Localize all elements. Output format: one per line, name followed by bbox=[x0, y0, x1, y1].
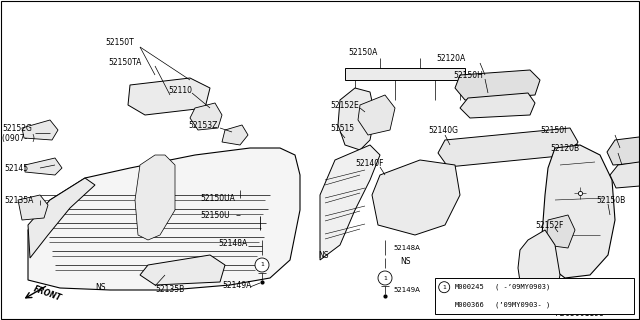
Polygon shape bbox=[320, 145, 380, 260]
Bar bbox=[435, 278, 634, 314]
Text: M000366: M000366 bbox=[455, 302, 485, 308]
Text: 52145: 52145 bbox=[4, 164, 28, 172]
Polygon shape bbox=[455, 70, 540, 100]
Polygon shape bbox=[358, 95, 395, 135]
Text: (0907-  ): (0907- ) bbox=[2, 133, 35, 142]
Text: NS: NS bbox=[400, 258, 410, 267]
Text: FRONT: FRONT bbox=[32, 285, 63, 303]
Bar bbox=[240, 188, 280, 216]
Text: 52150TA: 52150TA bbox=[108, 58, 141, 67]
Polygon shape bbox=[438, 128, 578, 167]
Polygon shape bbox=[518, 230, 560, 305]
Text: 52110: 52110 bbox=[168, 85, 192, 94]
Polygon shape bbox=[18, 195, 48, 220]
Text: ( -’09MY0903): ( -’09MY0903) bbox=[495, 284, 550, 291]
Polygon shape bbox=[338, 88, 375, 150]
Bar bbox=[345, 68, 465, 80]
Text: 52148A: 52148A bbox=[393, 245, 420, 251]
Polygon shape bbox=[610, 160, 640, 188]
Text: 52135B: 52135B bbox=[155, 284, 184, 293]
Text: 52150T: 52150T bbox=[105, 37, 134, 46]
Text: 52152G: 52152G bbox=[2, 124, 32, 132]
Text: NS: NS bbox=[95, 284, 106, 292]
Text: 52150A: 52150A bbox=[348, 47, 378, 57]
Circle shape bbox=[255, 258, 269, 272]
Polygon shape bbox=[607, 135, 640, 165]
Polygon shape bbox=[22, 120, 58, 140]
Polygon shape bbox=[372, 160, 460, 235]
Polygon shape bbox=[28, 148, 300, 290]
Polygon shape bbox=[190, 103, 222, 130]
Polygon shape bbox=[546, 215, 575, 248]
Text: A505001198: A505001198 bbox=[556, 309, 605, 318]
Text: 52148A: 52148A bbox=[218, 238, 247, 247]
Text: 51515: 51515 bbox=[330, 124, 354, 132]
Text: 52135A: 52135A bbox=[4, 196, 33, 204]
Polygon shape bbox=[460, 93, 535, 118]
Text: 52150UA: 52150UA bbox=[200, 194, 235, 203]
Polygon shape bbox=[28, 178, 95, 258]
Text: 52153Z: 52153Z bbox=[188, 121, 218, 130]
Text: 52149A: 52149A bbox=[222, 281, 252, 290]
Text: 52152E: 52152E bbox=[330, 100, 359, 109]
Text: 52120A: 52120A bbox=[436, 53, 465, 62]
Text: 1: 1 bbox=[260, 262, 264, 268]
Text: (’09MY0903- ): (’09MY0903- ) bbox=[495, 301, 550, 308]
Text: 1: 1 bbox=[383, 276, 387, 281]
Text: 52140G: 52140G bbox=[428, 125, 458, 134]
Text: 1: 1 bbox=[442, 285, 446, 290]
Polygon shape bbox=[128, 78, 210, 115]
Text: 52150H: 52150H bbox=[453, 70, 483, 79]
Circle shape bbox=[378, 271, 392, 285]
Text: 52149A: 52149A bbox=[393, 287, 420, 293]
Text: 52120B: 52120B bbox=[550, 143, 579, 153]
Text: 51515A: 51515A bbox=[525, 285, 554, 294]
Polygon shape bbox=[25, 158, 62, 175]
Text: M000245: M000245 bbox=[455, 284, 485, 290]
Polygon shape bbox=[140, 255, 225, 285]
Text: 52150B: 52150B bbox=[596, 196, 625, 204]
Polygon shape bbox=[542, 145, 615, 278]
Bar bbox=[235, 188, 273, 214]
Text: 52150U: 52150U bbox=[200, 211, 230, 220]
Circle shape bbox=[438, 282, 450, 293]
Text: 52140F: 52140F bbox=[355, 158, 383, 167]
Polygon shape bbox=[135, 155, 175, 240]
Text: 52152F: 52152F bbox=[535, 220, 563, 229]
Polygon shape bbox=[222, 125, 248, 145]
Text: NS: NS bbox=[318, 251, 328, 260]
Text: 52150I: 52150I bbox=[540, 125, 566, 134]
